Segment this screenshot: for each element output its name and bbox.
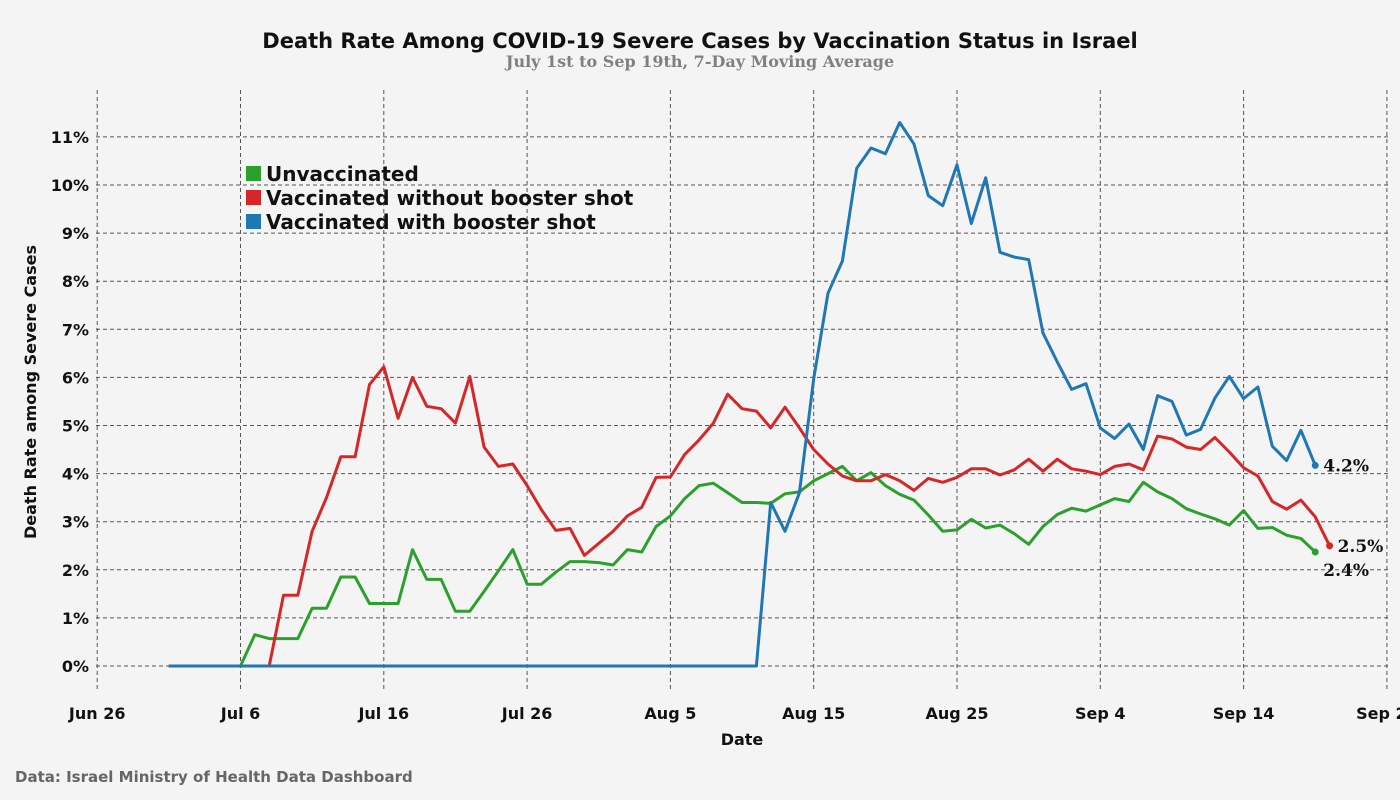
legend-swatch — [246, 190, 261, 205]
series-end-label: 2.4% — [1323, 561, 1369, 581]
series-line — [168, 464, 1317, 668]
y-tick-label: 5% — [62, 417, 89, 436]
series-end-point — [1311, 548, 1319, 556]
y-tick-label: 11% — [51, 128, 89, 147]
x-tick-label: Aug 15 — [782, 704, 845, 723]
series-end-label: 2.5% — [1338, 537, 1384, 557]
y-tick-label: 7% — [62, 320, 89, 339]
y-tick-label: 4% — [62, 465, 89, 484]
y-tick-label: 10% — [51, 176, 89, 195]
chart-title: Death Rate Among COVID-19 Severe Cases b… — [262, 29, 1137, 53]
legend-label: Vaccinated with booster shot — [266, 210, 596, 234]
series-end-label: 4.2% — [1323, 456, 1369, 476]
series-end-point — [1326, 542, 1334, 550]
x-tick-label: Sep 14 — [1213, 704, 1275, 723]
chart-subtitle: July 1st to Sep 19th, 7-Day Moving Avera… — [504, 52, 894, 71]
x-tick-label: Jul 26 — [501, 704, 553, 723]
series-lines — [168, 121, 1334, 668]
legend-label: Unvaccinated — [266, 162, 419, 186]
x-tick-label: Aug 25 — [925, 704, 988, 723]
x-axis-ticks: Jun 26 Jul 6 Jul 16 Jul 26 Aug 5 Aug 15 Aug 25… — [68, 704, 1400, 723]
legend-label: Vaccinated without booster shot — [266, 186, 634, 210]
grid-lines — [96, 90, 1390, 690]
y-tick-label: 3% — [62, 513, 89, 532]
y-tick-label: 6% — [62, 368, 89, 387]
series-end-point — [1311, 461, 1319, 469]
y-tick-label: 1% — [62, 609, 89, 628]
end-labels: 4.2% 2.5% 2.4% — [1323, 456, 1383, 580]
series-line — [168, 365, 1331, 668]
x-tick-label: Jun 26 — [68, 704, 126, 723]
x-tick-label: Aug 5 — [644, 704, 696, 723]
x-tick-label: Sep 24 — [1356, 704, 1400, 723]
data-source-note: Data: Israel Ministry of Health Data Das… — [15, 768, 413, 786]
y-tick-label: 9% — [62, 224, 89, 243]
y-axis-label: Death Rate among Severe Cases — [21, 245, 40, 539]
x-tick-label: Sep 4 — [1075, 704, 1126, 723]
legend-swatch — [246, 214, 261, 229]
x-tick-label: Jul 6 — [220, 704, 261, 723]
x-tick-label: Jul 16 — [357, 704, 409, 723]
y-tick-label: 8% — [62, 272, 89, 291]
legend-swatch — [246, 166, 261, 181]
y-tick-label: 0% — [62, 657, 89, 676]
x-axis-label: Date — [721, 730, 764, 749]
series-line — [168, 121, 1317, 668]
y-tick-label: 2% — [62, 561, 89, 580]
y-axis-ticks: 0% 1% 2% 3% 4% 5% 6% 7% 8% 9% 10% 11% — [51, 128, 89, 676]
